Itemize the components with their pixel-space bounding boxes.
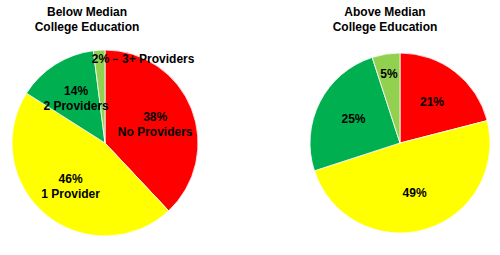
- slices: [12, 50, 198, 236]
- category-label: No Providers: [118, 125, 193, 139]
- pie-chart: Above MedianCollege Education 21% 49% 25% 5%: [310, 5, 490, 233]
- data-label: 21%: [420, 95, 444, 109]
- data-label: 49%: [403, 186, 427, 200]
- chart-title: Above MedianCollege Education: [333, 5, 438, 34]
- data-labels: 21% 49% 25% 5%: [341, 67, 444, 200]
- title-line: College Education: [333, 20, 438, 34]
- category-label: 1 Provider: [41, 187, 100, 201]
- chart-canvas: Below MedianCollege Education38%No Provi…: [0, 0, 500, 255]
- pie-chart: Below MedianCollege Education 38%No Provi…: [12, 5, 198, 236]
- title-line: Above Median: [344, 5, 425, 19]
- pie-slice: [372, 53, 400, 143]
- data-label: 2%: [92, 52, 110, 66]
- data-label: 38%: [143, 110, 167, 124]
- data-label: 25%: [341, 112, 365, 126]
- category-label: 2 Providers: [43, 99, 109, 113]
- chart-title: Below MedianCollege Education: [35, 5, 140, 34]
- label-leader: [113, 59, 118, 60]
- data-label: 5%: [380, 67, 398, 81]
- data-label: 46%: [59, 172, 83, 186]
- title-line: Below Median: [47, 5, 127, 19]
- slices: [310, 53, 490, 233]
- pie-slice: [310, 57, 400, 170]
- data-label: 14%: [64, 84, 88, 98]
- data-labels: 38%No Providers 46%1 Provider 14%2 Provide…: [41, 52, 195, 200]
- title-line: College Education: [35, 20, 140, 34]
- category-label: 3+ Providers: [122, 52, 195, 66]
